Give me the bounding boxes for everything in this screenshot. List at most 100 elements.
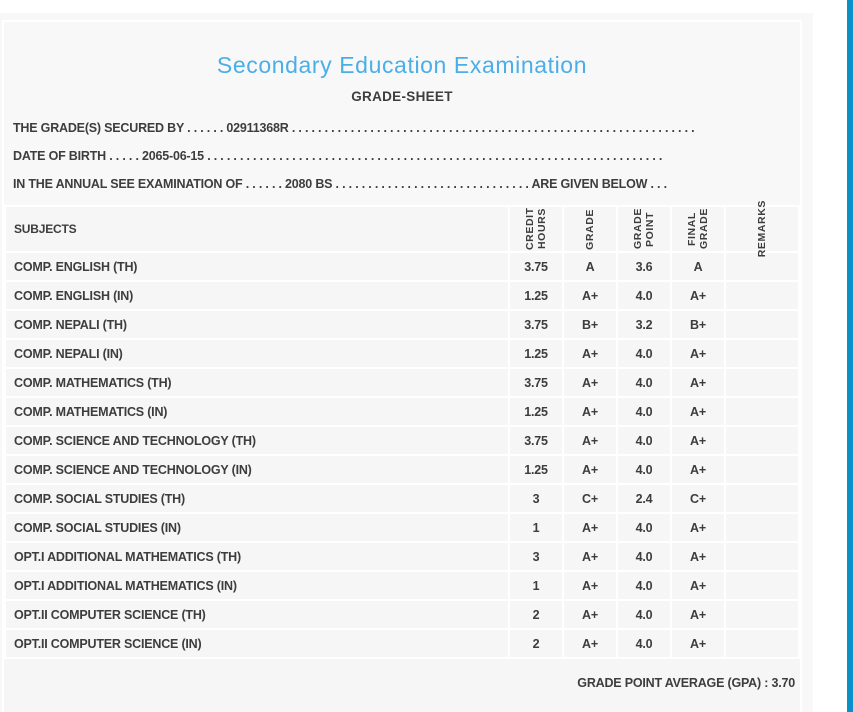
grade-point-cell: 4.0: [618, 456, 670, 483]
credit-hours-cell: 1: [510, 572, 562, 599]
grade-point-cell: 4.0: [618, 630, 670, 657]
remarks-header: REMARKS: [726, 200, 798, 258]
grade-point-cell: 3.2: [618, 311, 670, 338]
grade-point-cell: 4.0: [618, 572, 670, 599]
subject-cell: OPT.II COMPUTER SCIENCE (TH): [6, 601, 508, 628]
header-row: SUBJECTS CREDIT HOURS GRADE GRADE POINT …: [6, 200, 798, 258]
date-of-birth-line: DATE OF BIRTH . . . . . 2065-06-15 . . .…: [13, 149, 663, 163]
table-row: OPT.II COMPUTER SCIENCE (TH) 2 A+ 4.0 A+: [6, 601, 798, 628]
remarks-cell: [726, 282, 798, 309]
page-content: Secondary Education Examination GRADE-SH…: [4, 22, 800, 712]
gpa-text: GRADE POINT AVERAGE (GPA) : 3.70: [577, 676, 795, 690]
candidate-info-block: THE GRADE(S) SECURED BY . . . . . . 0291…: [13, 121, 800, 191]
grade-cell: A+: [564, 456, 616, 483]
remarks-cell: [726, 514, 798, 541]
subject-cell: COMP. SOCIAL STUDIES (TH): [6, 485, 508, 512]
credit-hours-cell: 2: [510, 630, 562, 657]
table-row: COMP. SCIENCE AND TECHNOLOGY (IN) 1.25 A…: [6, 456, 798, 483]
grade-point-header-label: GRADE POINT: [632, 208, 656, 250]
subject-cell: COMP. SCIENCE AND TECHNOLOGY (TH): [6, 427, 508, 454]
subject-cell: COMP. MATHEMATICS (TH): [6, 369, 508, 396]
final-grade-cell: A+: [672, 340, 724, 367]
table-row: COMP. SCIENCE AND TECHNOLOGY (TH) 3.75 A…: [6, 427, 798, 454]
grade-point-cell: 4.0: [618, 543, 670, 570]
final-grade-cell: A+: [672, 514, 724, 541]
table-row: OPT.I ADDITIONAL MATHEMATICS (IN) 1 A+ 4…: [6, 572, 798, 599]
final-grade-cell: B+: [672, 311, 724, 338]
subject-cell: COMP. ENGLISH (IN): [6, 282, 508, 309]
final-grade-cell: A+: [672, 456, 724, 483]
table-row: COMP. ENGLISH (TH) 3.75 A 3.6 A: [6, 253, 798, 280]
credit-hours-header-label: CREDIT HOURS: [524, 207, 548, 251]
credit-hours-cell: 1.25: [510, 340, 562, 367]
page-inner-frame: Secondary Education Examination GRADE-SH…: [2, 20, 802, 712]
final-grade-cell: A+: [672, 630, 724, 657]
final-grade-cell: A+: [672, 398, 724, 425]
grade-cell: A+: [564, 543, 616, 570]
grade-cell: A+: [564, 369, 616, 396]
credit-hours-cell: 1: [510, 514, 562, 541]
credit-hours-cell: 1.25: [510, 398, 562, 425]
table-row: COMP. SOCIAL STUDIES (IN) 1 A+ 4.0 A+: [6, 514, 798, 541]
grade-cell: A: [564, 253, 616, 280]
subject-cell: OPT.II COMPUTER SCIENCE (IN): [6, 630, 508, 657]
subjects-header: SUBJECTS: [6, 207, 508, 251]
remarks-cell: [726, 572, 798, 599]
subject-cell: OPT.I ADDITIONAL MATHEMATICS (TH): [6, 543, 508, 570]
grade-cell: A+: [564, 340, 616, 367]
final-grade-cell: A+: [672, 601, 724, 628]
table-row: COMP. NEPALI (IN) 1.25 A+ 4.0 A+: [6, 340, 798, 367]
grade-cell: C+: [564, 485, 616, 512]
table-row: OPT.II COMPUTER SCIENCE (IN) 2 A+ 4.0 A+: [6, 630, 798, 657]
subject-cell: COMP. ENGLISH (TH): [6, 253, 508, 280]
grade-table-body: COMP. ENGLISH (TH) 3.75 A 3.6 A COMP. EN…: [6, 253, 798, 657]
remarks-cell: [726, 456, 798, 483]
table-row: COMP. SOCIAL STUDIES (TH) 3 C+ 2.4 C+: [6, 485, 798, 512]
remarks-cell: [726, 369, 798, 396]
grade-point-header: GRADE POINT: [618, 207, 670, 251]
remarks-cell: [726, 311, 798, 338]
final-grade-header: FINAL GRADE: [672, 207, 724, 251]
remarks-cell: [726, 398, 798, 425]
grade-point-cell: 4.0: [618, 340, 670, 367]
final-grade-cell: A: [672, 253, 724, 280]
grade-point-cell: 4.0: [618, 398, 670, 425]
final-grade-cell: A+: [672, 572, 724, 599]
grade-point-cell: 4.0: [618, 369, 670, 396]
final-grade-cell: C+: [672, 485, 724, 512]
grade-table-header: SUBJECTS CREDIT HOURS GRADE GRADE POINT …: [6, 200, 798, 258]
gpa-summary-row: GRADE POINT AVERAGE (GPA) : 3.70: [4, 659, 800, 712]
remarks-cell: [726, 601, 798, 628]
grade-sheet-page: Secondary Education Examination GRADE-SH…: [0, 13, 813, 712]
subject-cell: OPT.I ADDITIONAL MATHEMATICS (IN): [6, 572, 508, 599]
credit-hours-cell: 1.25: [510, 456, 562, 483]
grade-sheet-subtitle: GRADE-SHEET: [351, 89, 453, 104]
remarks-cell: [726, 340, 798, 367]
grade-cell: A+: [564, 601, 616, 628]
grade-cell: A+: [564, 514, 616, 541]
credit-hours-cell: 1.25: [510, 282, 562, 309]
table-row: COMP. NEPALI (TH) 3.75 B+ 3.2 B+: [6, 311, 798, 338]
credit-hours-cell: 3.75: [510, 253, 562, 280]
credit-hours-header: CREDIT HOURS: [510, 207, 562, 251]
final-grade-cell: A+: [672, 427, 724, 454]
examination-year-line: IN THE ANNUAL SEE EXAMINATION OF . . . .…: [13, 177, 667, 191]
grade-header: GRADE: [564, 207, 616, 251]
credit-hours-cell: 3: [510, 543, 562, 570]
grade-cell: A+: [564, 630, 616, 657]
grade-point-cell: 4.0: [618, 282, 670, 309]
subject-cell: COMP. SCIENCE AND TECHNOLOGY (IN): [6, 456, 508, 483]
grade-point-cell: 4.0: [618, 514, 670, 541]
final-grade-cell: A+: [672, 282, 724, 309]
credit-hours-cell: 3.75: [510, 311, 562, 338]
remarks-cell: [726, 427, 798, 454]
table-row: COMP. ENGLISH (IN) 1.25 A+ 4.0 A+: [6, 282, 798, 309]
grade-point-cell: 4.0: [618, 427, 670, 454]
grades-secured-line: THE GRADE(S) SECURED BY . . . . . . 0291…: [13, 121, 695, 135]
table-row: COMP. MATHEMATICS (IN) 1.25 A+ 4.0 A+: [6, 398, 798, 425]
remarks-header-label: REMARKS: [756, 200, 768, 258]
grade-cell: A+: [564, 572, 616, 599]
grade-cell: B+: [564, 311, 616, 338]
subject-cell: COMP. NEPALI (IN): [6, 340, 508, 367]
grade-header-label: GRADE: [584, 208, 596, 250]
